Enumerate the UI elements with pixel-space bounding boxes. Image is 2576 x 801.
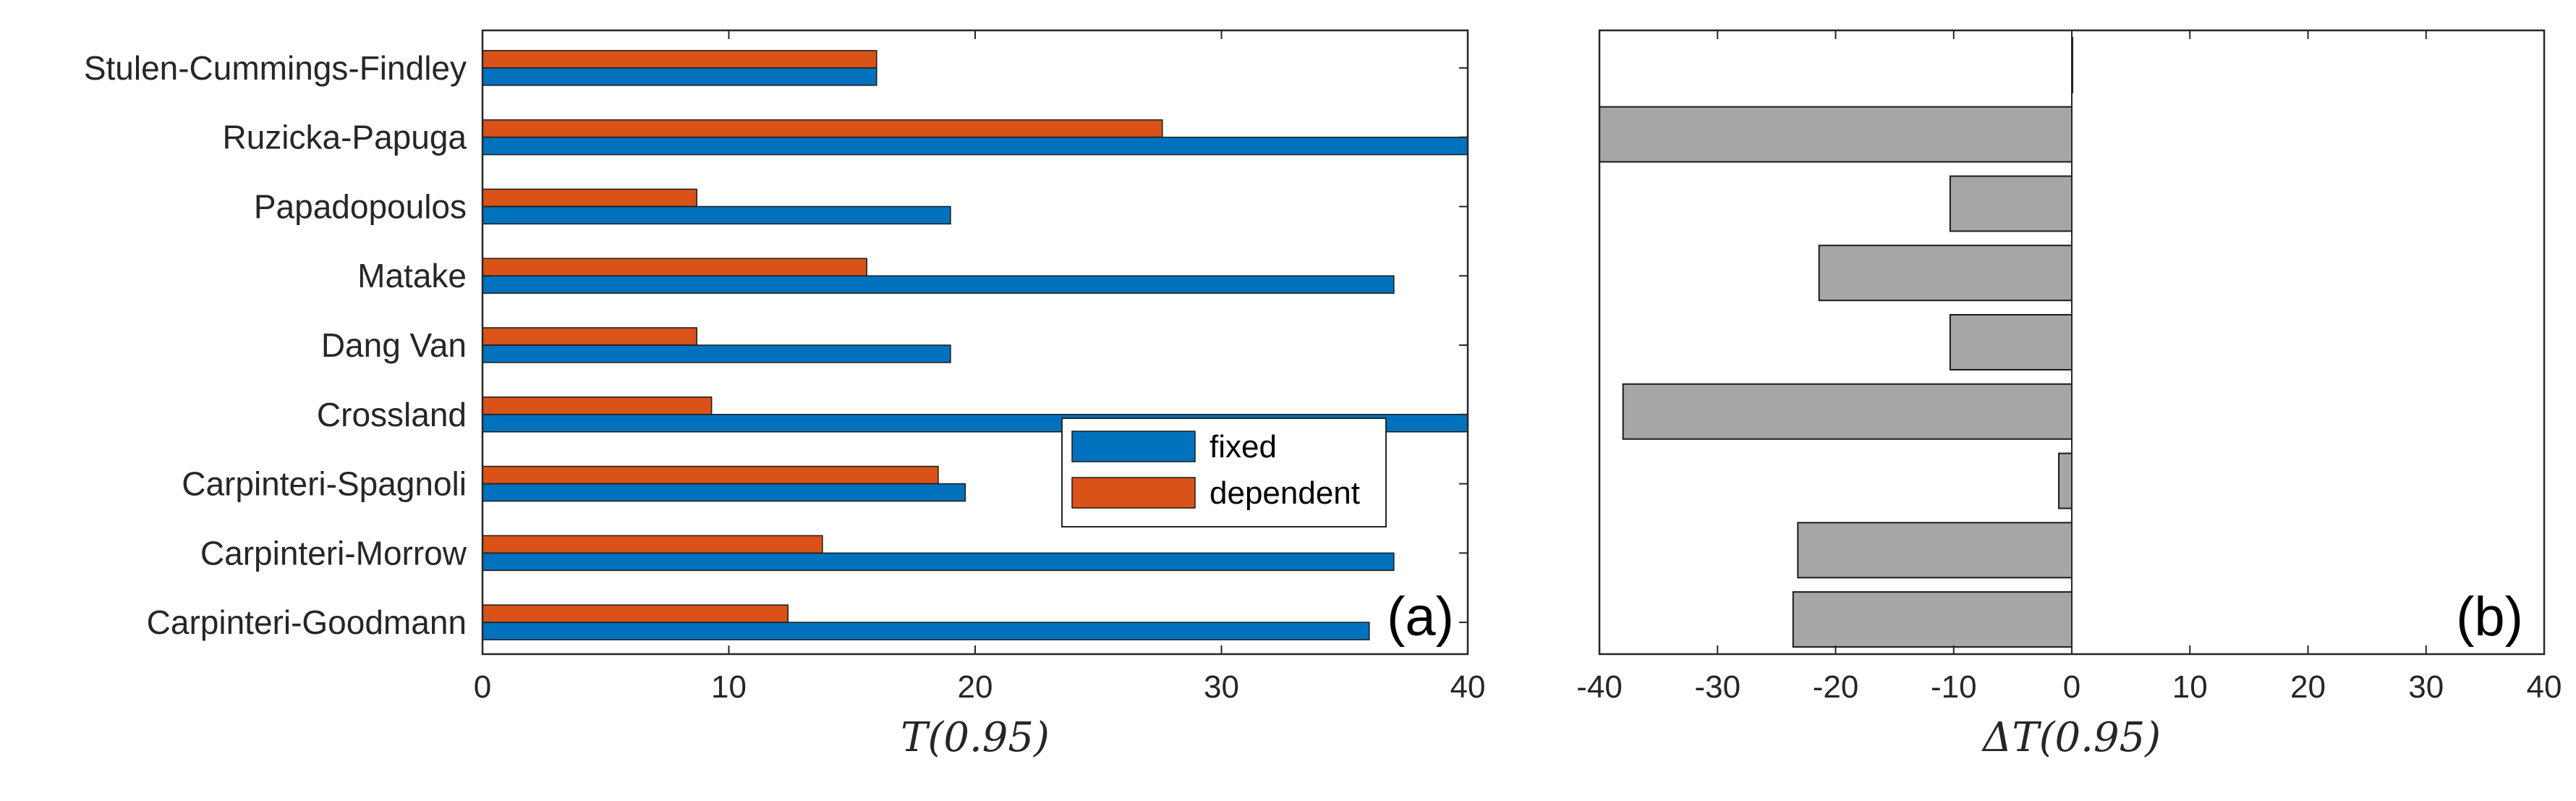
legend-label-fixed: fixed	[1210, 429, 1277, 465]
x-tick-label: 30	[2408, 669, 2444, 705]
bar-dependent-papadopoulos	[482, 188, 697, 208]
bar-delta-ruzicka-papuga	[1599, 106, 2073, 163]
bar-fixed-matake	[482, 275, 1395, 294]
bar-delta-papadopoulos	[1949, 175, 2073, 232]
panel-a-chart: 0 10 20 30 40 Stulen-Cummings-Findley Ruzicka…	[84, 29, 1486, 761]
panel-b-label: (b)	[2456, 586, 2523, 648]
x-tick-label: -30	[1694, 669, 1740, 705]
bar-delta-crossland	[1622, 383, 2073, 440]
x-tick-label: 0	[474, 669, 491, 705]
x-tick-label: -40	[1576, 669, 1623, 705]
bar-dependent-carpinteri-spagnoli	[482, 465, 939, 485]
x-tick-label: 40	[2527, 669, 2562, 705]
bar-fixed-dang-van	[482, 344, 951, 363]
panel-a-x-axis-title: T(0.95)	[901, 714, 1050, 761]
bar-delta-matake	[1818, 245, 2073, 302]
category-label-carpinteri-morrow: Carpinteri-Morrow	[200, 534, 467, 572]
x-tick-label: 10	[711, 669, 747, 705]
x-tick-label: -10	[1931, 669, 1977, 705]
panel-a-label: (a)	[1387, 586, 1454, 648]
panel-b-chart: -40 -30 -20 -10 0 10 20 30 40 ΔT(0.95) (b)	[1576, 29, 2562, 761]
bar-dependent-matake	[482, 258, 867, 276]
bar-dependent-stulen-cummings-findley	[482, 50, 877, 69]
x-tick-label: 30	[1204, 669, 1239, 705]
bar-delta-carpinteri-goodmann	[1792, 591, 2073, 648]
bar-dependent-carpinteri-morrow	[482, 535, 823, 554]
x-tick-label: -20	[1813, 669, 1859, 705]
x-tick-label: 20	[2290, 669, 2326, 705]
panel-b-x-axis-title: ΔT(0.95)	[1981, 714, 2161, 761]
category-label-ruzicka-papuga: Ruzicka-Papuga	[222, 119, 467, 156]
bar-dependent-ruzicka-papuga	[482, 119, 1163, 138]
category-label-dang-van: Dang Van	[321, 326, 467, 364]
category-label-stulen-cummings-findley: Stulen-Cummings-Findley	[84, 49, 467, 87]
legend-swatch-fixed	[1071, 431, 1196, 462]
bar-fixed-carpinteri-goodmann	[482, 622, 1370, 640]
category-label-crossland: Crossland	[317, 396, 467, 433]
bar-fixed-carpinteri-morrow	[482, 552, 1395, 572]
bar-fixed-papadopoulos	[482, 205, 951, 225]
x-tick-label: 0	[2063, 669, 2080, 705]
legend: fixed dependent	[1061, 418, 1387, 527]
bar-dependent-crossland	[482, 397, 713, 415]
bar-delta-dang-van	[1949, 314, 2073, 370]
category-label-carpinteri-spagnoli: Carpinteri-Spagnoli	[182, 465, 467, 503]
bar-dependent-carpinteri-goodmann	[482, 604, 788, 623]
category-label-matake: Matake	[357, 257, 467, 294]
x-tick-label: 10	[2172, 669, 2208, 705]
x-tick-label: 20	[958, 669, 993, 705]
bar-dependent-dang-van	[482, 327, 697, 346]
bar-fixed-ruzicka-papuga	[482, 136, 1468, 156]
bar-delta-carpinteri-morrow	[1797, 522, 2073, 579]
category-label-carpinteri-goodmann: Carpinteri-Goodmann	[147, 603, 467, 641]
category-label-papadopoulos: Papadopoulos	[254, 187, 467, 225]
bar-fixed-stulen-cummings-findley	[482, 67, 877, 86]
legend-label-dependent: dependent	[1210, 475, 1360, 511]
bar-fixed-carpinteri-spagnoli	[482, 483, 966, 502]
legend-swatch-dependent	[1071, 477, 1196, 509]
bar-delta-carpinteri-spagnoli	[2058, 452, 2073, 509]
x-tick-label: 40	[1450, 669, 1486, 705]
